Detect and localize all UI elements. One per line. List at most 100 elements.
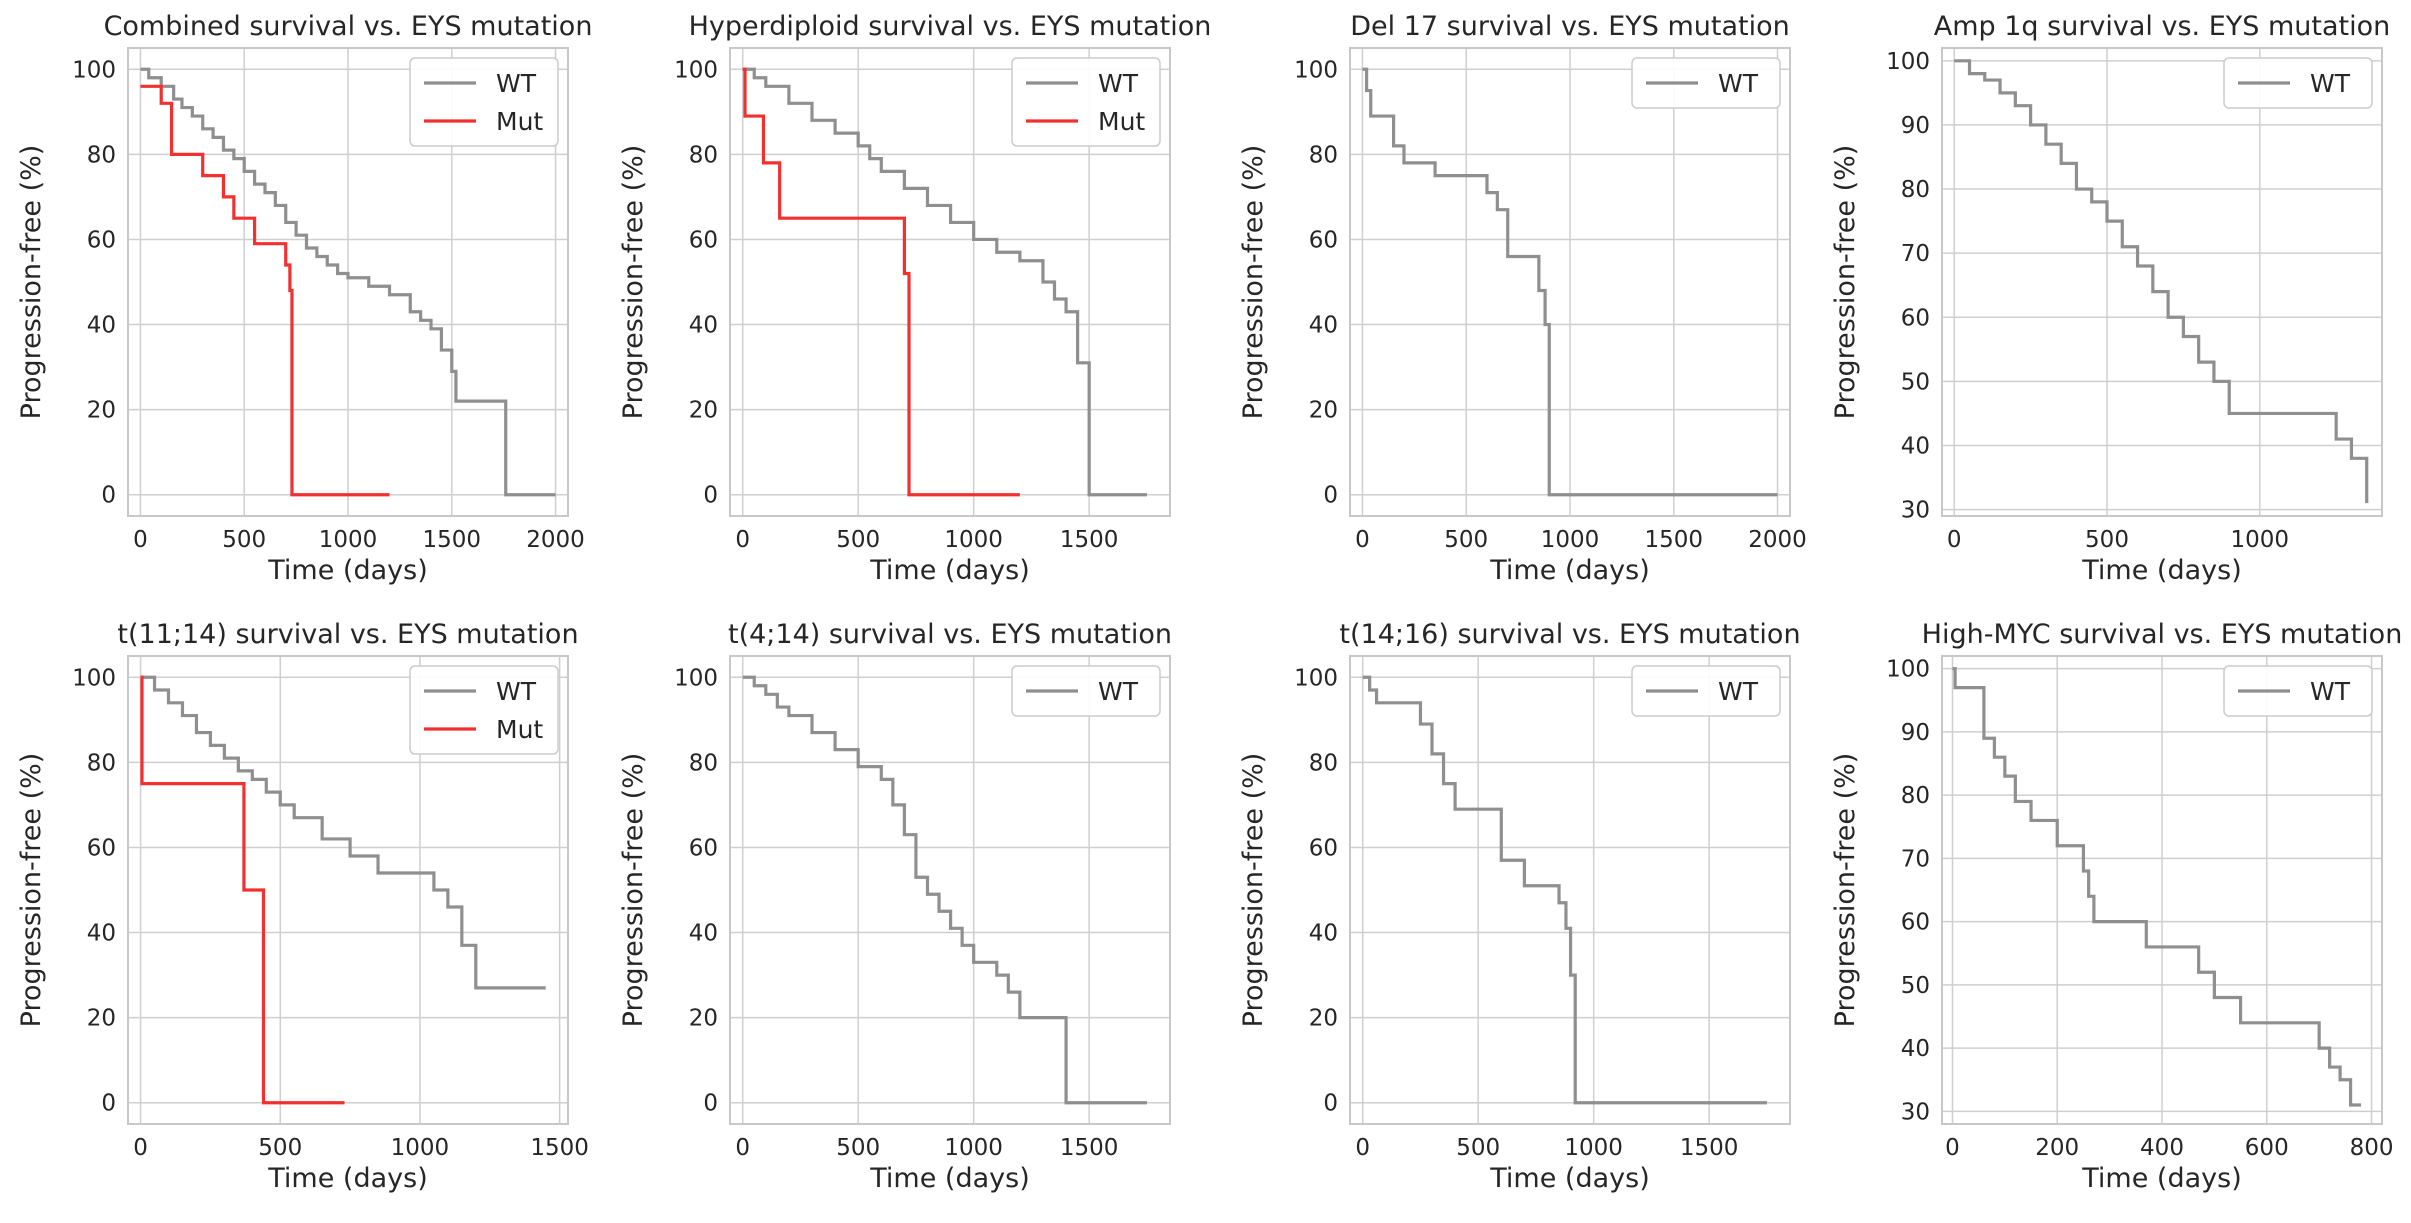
x-axis-label: Time (days) [1489,1163,1649,1194]
y-tick-label: 60 [87,835,116,861]
x-tick-label: 1500 [423,527,482,553]
x-tick-label: 200 [2035,1135,2079,1161]
x-tick-label: 0 [1355,527,1370,553]
x-tick-label: 1000 [944,1135,1003,1161]
series-line-mut [140,675,345,1105]
x-tick-label: 500 [1444,527,1488,553]
legend: WT Mut [409,665,559,755]
x-tick-label: 500 [1456,1135,1500,1161]
y-tick-label: 80 [1309,142,1338,168]
series-line-mut [742,67,1020,497]
legend: WT [2223,57,2373,109]
x-tick-label: 0 [1355,1135,1370,1161]
y-axis-label: Progression-free (%) [1830,753,1861,1028]
y-tick-label: 0 [101,483,116,509]
y-tick-label: 30 [1901,1099,1930,1125]
x-tick-label: 0 [133,1135,148,1161]
y-tick-label: 40 [87,921,116,947]
x-tick-label: 1500 [530,1135,589,1161]
x-axis-label: Time (days) [2081,555,2241,586]
chart-title: t(11;14) survival vs. EYS mutation [117,619,578,650]
x-tick-label: 1000 [1564,1135,1623,1161]
x-tick-label: 0 [1945,1135,1960,1161]
plot-frame [729,655,1171,1125]
y-tick-label: 100 [1886,657,1930,683]
series-line-wt [742,67,1147,497]
series-line-wt [1362,675,1767,1105]
y-tick-label: 60 [1901,910,1930,936]
x-axis-label: Time (days) [2081,1163,2241,1194]
x-tick-label: 1500 [1645,527,1704,553]
y-tick-label: 0 [101,1091,116,1117]
y-tick-label: 100 [72,57,116,83]
legend-box [1631,57,1781,109]
y-tick-label: 40 [689,921,718,947]
legend-label-mut: Mut [496,107,543,136]
x-axis-label: Time (days) [869,1163,1029,1194]
chart-panel-6: t(4;14) survival vs. EYS mutation 0 500 100… [618,619,1172,1194]
series-line-wt [140,675,546,990]
x-tick-label: 600 [2245,1135,2289,1161]
x-tick-label: 0 [133,527,148,553]
y-tick-label: 60 [1309,227,1338,253]
y-tick-label: 100 [1294,57,1338,83]
y-axis-label: Progression-free (%) [16,145,47,420]
y-tick-label: 100 [674,665,718,691]
legend: WT [1011,665,1161,717]
legend-label-wt: WT [1098,69,1139,98]
x-axis-label: Time (days) [1489,555,1649,586]
x-tick-label: 2000 [1748,527,1807,553]
series-line-wt [1954,59,2369,504]
y-tick-label: 60 [87,227,116,253]
x-tick-label: 1500 [1060,1135,1119,1161]
legend-box [409,57,559,147]
x-tick-label: 1000 [391,1135,450,1161]
x-tick-label: 1000 [944,527,1003,553]
y-tick-label: 20 [87,1006,116,1032]
legend-label-mut: Mut [496,715,543,744]
x-tick-label: 500 [836,1135,880,1161]
x-tick-label: 0 [735,1135,750,1161]
chart-title: Del 17 survival vs. EYS mutation [1350,11,1790,42]
plot-frame [127,47,569,517]
legend-box [1011,57,1161,147]
y-tick-label: 40 [689,313,718,339]
y-tick-label: 0 [703,1091,718,1117]
y-tick-label: 70 [1901,241,1930,267]
legend-box [1631,665,1781,717]
x-tick-label: 0 [735,527,750,553]
plot-frame [1941,655,2383,1125]
x-tick-label: 2000 [526,527,585,553]
chart-panel-2: Hyperdiploid survival vs. EYS mutation 0 5… [618,11,1211,586]
chart-title: Amp 1q survival vs. EYS mutation [1934,11,2391,42]
y-axis-label: Progression-free (%) [618,145,649,420]
legend-label-wt: WT [1098,677,1139,706]
legend-box [2223,57,2373,109]
chart-title: High-MYC survival vs. EYS mutation [1922,619,2403,650]
x-tick-label: 1500 [1680,1135,1739,1161]
y-tick-label: 40 [1901,1036,1930,1062]
x-tick-label: 1500 [1060,527,1119,553]
chart-panel-1: Combined survival vs. EYS mutation 0 500 10… [16,11,592,586]
y-tick-label: 90 [1901,113,1930,139]
legend-label-mut: Mut [1098,107,1145,136]
y-tick-label: 60 [689,835,718,861]
y-tick-label: 80 [1901,783,1930,809]
legend: WT [2223,665,2373,717]
x-tick-label: 400 [2140,1135,2184,1161]
legend-label-wt: WT [2310,677,2351,706]
y-tick-label: 100 [674,57,718,83]
x-axis-label: Time (days) [267,555,427,586]
y-tick-label: 90 [1901,720,1930,746]
y-tick-label: 40 [1309,921,1338,947]
legend-label-wt: WT [2310,69,2351,98]
chart-title: t(4;14) survival vs. EYS mutation [728,619,1172,650]
y-tick-label: 40 [1901,433,1930,459]
y-tick-label: 30 [1901,498,1930,524]
plot-frame [1349,655,1791,1125]
y-tick-label: 80 [87,750,116,776]
y-axis-label: Progression-free (%) [16,753,47,1028]
series-line-wt [1952,667,2362,1107]
